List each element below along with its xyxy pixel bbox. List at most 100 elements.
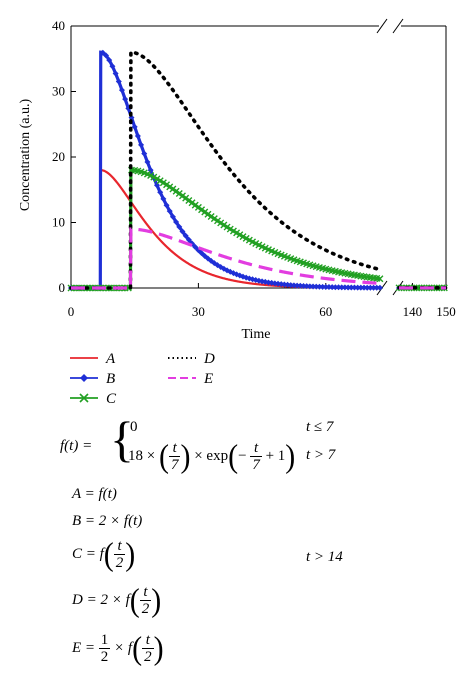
series-c-marker xyxy=(214,217,222,225)
legend-label-d: D xyxy=(203,351,215,367)
series-b-marker xyxy=(367,284,374,291)
series-e-line xyxy=(71,227,382,290)
d-definition: D = 2 × f(t 2) xyxy=(72,581,162,619)
series-b-marker xyxy=(122,96,129,103)
series-b-marker xyxy=(115,78,122,85)
case2-inner-denominator: 7 xyxy=(252,457,260,473)
legend-label-e: E xyxy=(203,371,213,387)
legend: A B C D E xyxy=(70,351,215,407)
series-c-marker xyxy=(159,179,167,187)
series-b-marker xyxy=(325,284,332,291)
series-b-marker xyxy=(176,223,183,230)
series-c-marker xyxy=(217,219,225,227)
series-b-marker xyxy=(131,123,138,130)
series-b-marker xyxy=(345,284,352,291)
series-b-marker xyxy=(316,283,323,290)
series-b-marker xyxy=(310,283,317,290)
e-fraction-denominator: 2 xyxy=(144,649,152,665)
legend-label-c: C xyxy=(106,391,117,407)
series-b-marker xyxy=(338,284,345,291)
series-c-marker xyxy=(156,177,164,185)
d-fraction-denominator: 2 xyxy=(141,601,150,617)
series-b-marker xyxy=(138,141,145,148)
series-c-marker xyxy=(415,284,423,292)
series-b-marker xyxy=(335,284,342,291)
series-c-marker xyxy=(376,275,384,283)
series-b-marker xyxy=(370,284,377,291)
e-times-f: × f xyxy=(114,639,133,656)
c-fraction-denominator: 2 xyxy=(115,555,124,571)
x-tick-label: 150 xyxy=(436,304,456,319)
series-c-marker xyxy=(210,215,218,223)
case2-minus: − xyxy=(238,447,247,464)
series-b-marker xyxy=(354,284,361,291)
series-b-marker xyxy=(361,284,368,291)
series-b-marker xyxy=(376,284,383,291)
series-b-marker xyxy=(322,283,329,290)
series-b-marker xyxy=(179,228,186,235)
series-b-marker xyxy=(153,182,160,189)
f-definition-lhs: f(t) = xyxy=(60,438,93,454)
series-b-marker xyxy=(341,284,348,291)
series-b-marker xyxy=(118,87,125,94)
series-c-marker xyxy=(163,181,171,189)
y-tick-label: 30 xyxy=(52,84,65,99)
series-b-marker xyxy=(303,283,310,290)
series-b-marker xyxy=(357,284,364,291)
x-tick-label: 60 xyxy=(319,304,332,319)
legend-marker-b xyxy=(80,374,88,382)
d-lhs: D = 2 × f xyxy=(72,591,130,608)
series-c-marker xyxy=(207,212,215,220)
case2-inner-numerator: t xyxy=(250,440,262,457)
series-c-marker xyxy=(430,284,438,292)
series-b-marker xyxy=(141,150,148,157)
e-half-denominator: 2 xyxy=(100,649,109,665)
e-lhs: E = xyxy=(72,639,96,656)
c-condition: t > 14 xyxy=(306,549,343,565)
series-c-marker xyxy=(220,221,228,229)
series-b-marker xyxy=(306,283,313,290)
y-axis-label: Concentration (a.u.) xyxy=(18,98,33,211)
x-tick-label: 30 xyxy=(192,304,205,319)
series-b-marker xyxy=(319,283,326,290)
series-c-marker xyxy=(166,183,174,191)
legend-label-b: B xyxy=(106,371,115,387)
e-half-numerator: 1 xyxy=(98,632,111,649)
series-b-marker xyxy=(329,284,336,291)
case2-exp: × exp xyxy=(194,447,229,464)
c-fraction-numerator: t xyxy=(113,538,126,555)
x-tick-label: 0 xyxy=(68,304,75,319)
a-definition: A = f(t) xyxy=(72,486,117,502)
series-b-marker xyxy=(300,282,307,289)
cases-brace: { xyxy=(110,411,134,467)
legend-label-a: A xyxy=(105,351,116,367)
series-b-marker xyxy=(348,284,355,291)
series-b-marker xyxy=(134,132,141,139)
series-b-marker xyxy=(163,202,170,209)
series-b-marker xyxy=(185,236,192,243)
legend-marker-c xyxy=(79,393,89,403)
case1-value: 0 xyxy=(130,419,138,435)
y-tick-label: 10 xyxy=(52,215,65,230)
series-b-marker xyxy=(351,284,358,291)
series-b-marker xyxy=(364,284,371,291)
series-b-marker xyxy=(103,52,110,59)
series-b-marker xyxy=(166,208,173,215)
series-b-marker xyxy=(182,232,189,239)
series-b-marker xyxy=(160,195,167,202)
c-definition: C = f(t 2) xyxy=(72,535,136,573)
series-b-marker xyxy=(112,70,119,77)
series-b-marker xyxy=(157,189,164,196)
e-fraction-numerator: t xyxy=(142,632,154,649)
y-tick-label: 40 xyxy=(52,18,65,33)
axis-break-mark-top-1 xyxy=(376,18,388,34)
series-c-marker xyxy=(226,225,234,233)
axis-break-mark-top-2 xyxy=(392,18,404,34)
concentration-chart: 0 10 20 30 40 0 30 60 140 150 Concentration (a.u.… xyxy=(18,18,456,342)
series-b-marker xyxy=(173,218,180,225)
x-tick-label: 140 xyxy=(403,304,423,319)
case2-coefficient: 18 × xyxy=(128,447,156,464)
case2-fraction-denominator: 7 xyxy=(170,457,179,473)
